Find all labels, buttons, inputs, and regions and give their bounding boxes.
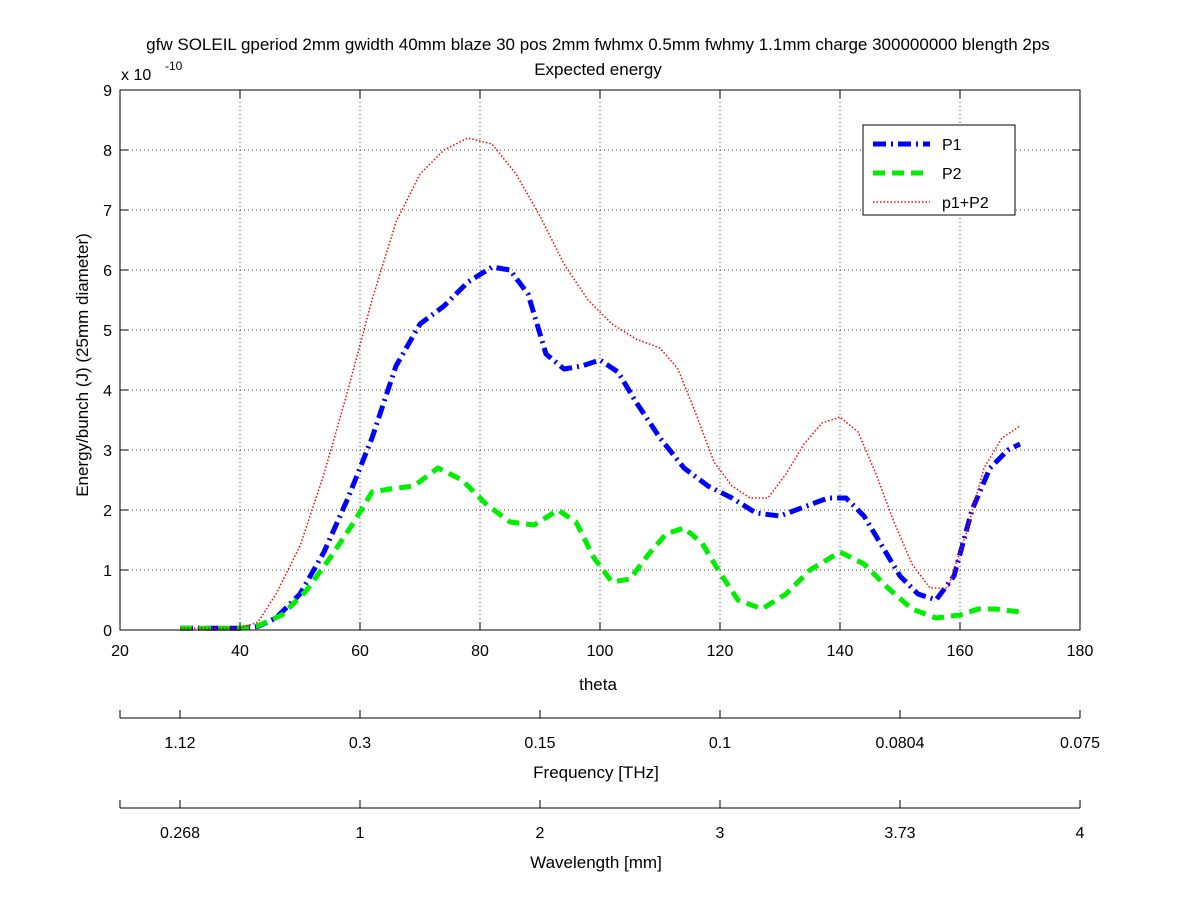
- legend: P1 P2 p1+P2: [862, 124, 1016, 216]
- wavelength-axis: 0.268 1 2 3 3.73 4 Wavelength [mm]: [119, 800, 1085, 872]
- secondary-tick-label: 4: [1076, 825, 1085, 842]
- frequency-axis: 1.12 0.3 0.15 0.1 0.0804 0.075 Frequency [THz…: [119, 710, 1100, 782]
- y-tick-label: 8: [103, 143, 112, 160]
- wavelength-axis-ticks: 0.268 1 2 3 3.73 4: [119, 800, 1085, 842]
- x-tick-label: 80: [471, 643, 489, 660]
- legend-items: P1 P2 p1+P2: [873, 137, 989, 212]
- x-axis-label: theta: [579, 675, 617, 694]
- secondary-tick-label: 0.0804: [876, 735, 925, 752]
- series-layer: [180, 137, 1022, 631]
- series-line-0: [180, 264, 1022, 631]
- y-tick-label: 2: [103, 503, 112, 520]
- x-tick-label: 40: [231, 643, 249, 660]
- y-tick-label: 5: [103, 323, 112, 340]
- secondary-tick-label: 0.075: [1060, 735, 1100, 752]
- secondary-tick-label: 2: [536, 825, 545, 842]
- x-tick-label: 180: [1067, 643, 1094, 660]
- main-axis-ticks: 20 40 60 80 100 120 140 160 180 0 1 2 3 4 5 6 7 8 9: [103, 83, 1093, 660]
- x-tick-label: 20: [111, 643, 129, 660]
- x-tick-label: 120: [707, 643, 734, 660]
- frequency-axis-label: Frequency [THz]: [533, 763, 659, 782]
- y-tick-label: 4: [103, 383, 112, 400]
- y-multiplier-base: x 10: [121, 67, 151, 84]
- x-tick-label: 140: [827, 643, 854, 660]
- legend-label-1: P2: [942, 166, 962, 183]
- x-tick-label: 60: [351, 643, 369, 660]
- y-tick-label: 6: [103, 263, 112, 280]
- legend-box: [862, 124, 1016, 216]
- frequency-axis-ticks: 1.12 0.3 0.15 0.1 0.0804 0.075: [119, 710, 1100, 752]
- y-tick-label: 0: [103, 623, 112, 640]
- y-tick-label: 9: [103, 83, 112, 100]
- series-line-1: [180, 465, 1021, 631]
- legend-label-2: p1+P2: [942, 195, 989, 212]
- secondary-tick-label: 0.1: [709, 735, 731, 752]
- chart-title: gfw SOLEIL gperiod 2mm gwidth 40mm blaze…: [146, 35, 1050, 54]
- y-axis-multiplier: x 10 -10: [121, 59, 183, 84]
- secondary-tick-label: 1.12: [164, 735, 195, 752]
- y-axis-label: Energy/bunch (J) (25mm diameter): [73, 233, 92, 497]
- chart-subtitle: Expected energy: [534, 60, 662, 79]
- y-multiplier-exponent: -10: [165, 59, 183, 73]
- y-tick-label: 7: [103, 203, 112, 220]
- secondary-tick-label: 0.268: [160, 825, 200, 842]
- x-tick-label: 100: [587, 643, 614, 660]
- secondary-tick-label: 1: [356, 825, 365, 842]
- secondary-tick-label: 3.73: [884, 825, 915, 842]
- y-tick-label: 3: [103, 443, 112, 460]
- secondary-tick-label: 3: [716, 825, 725, 842]
- secondary-tick-label: 0.3: [349, 735, 371, 752]
- wavelength-axis-label: Wavelength [mm]: [530, 853, 662, 872]
- y-tick-label: 1: [103, 563, 112, 580]
- secondary-tick-label: 0.15: [524, 735, 555, 752]
- series-line-2: [180, 137, 1021, 629]
- legend-label-0: P1: [942, 137, 962, 154]
- x-tick-label: 160: [947, 643, 974, 660]
